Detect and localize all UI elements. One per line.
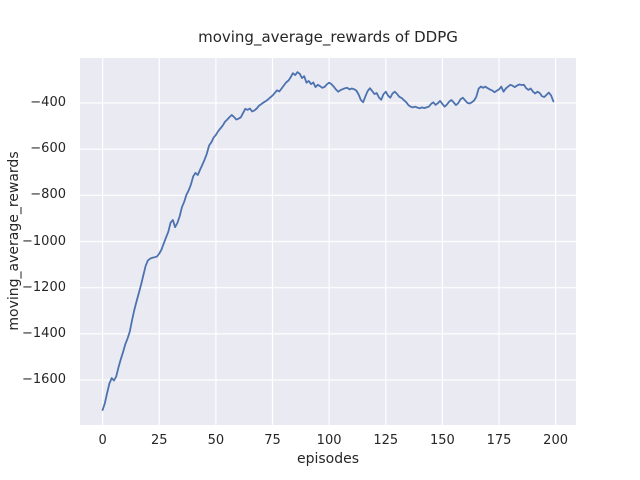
x-tick-label: 75 [264, 433, 281, 448]
y-tick-label: −1200 [22, 279, 66, 295]
y-tick-label: −1400 [22, 325, 66, 341]
x-tick-label: 100 [316, 433, 342, 448]
y-tick-label: −800 [30, 187, 66, 203]
x-tick-label: 0 [98, 433, 107, 448]
y-tick-label: −1000 [22, 233, 66, 249]
x-axis-label: episodes [296, 451, 360, 467]
series-line [101, 71, 555, 411]
chart-title: moving_average_rewards of DDPG [198, 28, 458, 46]
x-tick-label: 125 [373, 433, 399, 448]
y-tick-label: −400 [30, 95, 66, 110]
x-tick-label: 25 [151, 433, 168, 448]
x-tick-label: 200 [543, 433, 568, 448]
y-tick-label: −1600 [22, 372, 66, 387]
x-tick-label: 175 [486, 433, 512, 448]
y-tick-label: −600 [30, 141, 66, 157]
x-tick-label: 150 [429, 433, 455, 448]
x-tick-label: 50 [207, 433, 225, 448]
